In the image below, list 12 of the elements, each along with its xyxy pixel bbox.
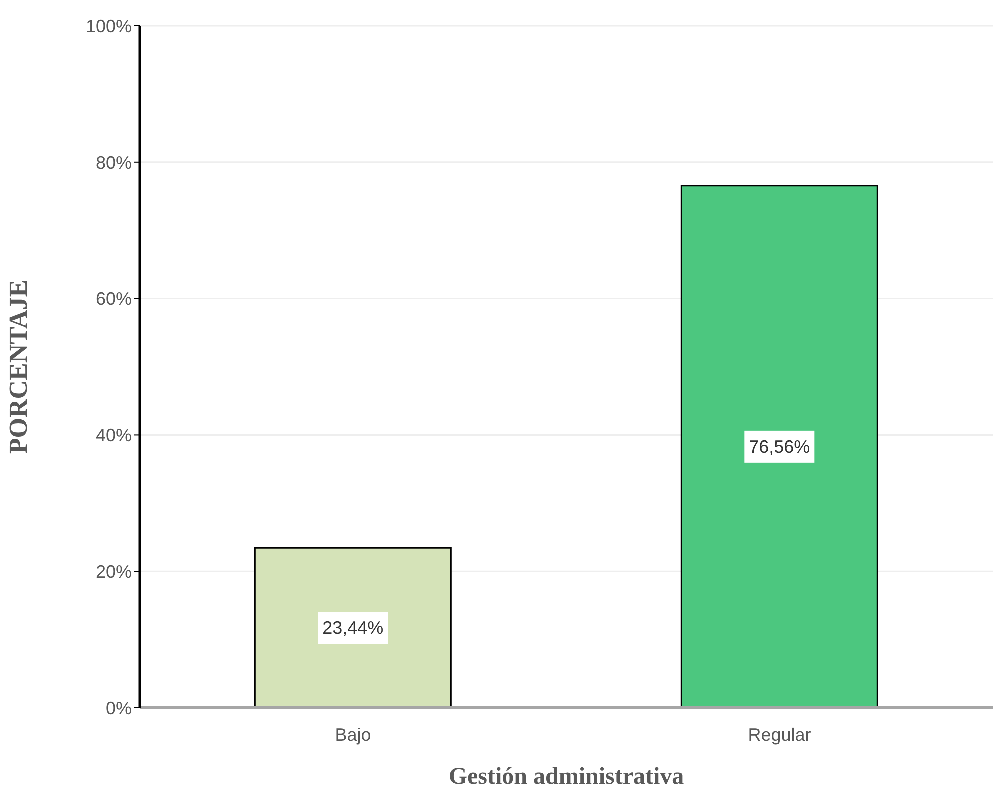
y-tick-label: 60% [96,289,132,310]
y-tick-label: 0% [106,698,132,718]
y-tick-label: 80% [96,152,132,173]
data-label: 76,56% [749,436,810,457]
y-axis-title: PORCENTAJE [4,280,34,454]
x-axis-title: Gestión administrativa [448,764,684,790]
y-tick-label: 100% [86,16,132,36]
y-tick-label: 40% [96,426,132,446]
x-tick-label: Regular [748,724,812,745]
data-label: 23,44% [322,618,384,638]
x-tick-label: Bajo [335,724,372,745]
y-tick-label: 20% [96,562,132,582]
